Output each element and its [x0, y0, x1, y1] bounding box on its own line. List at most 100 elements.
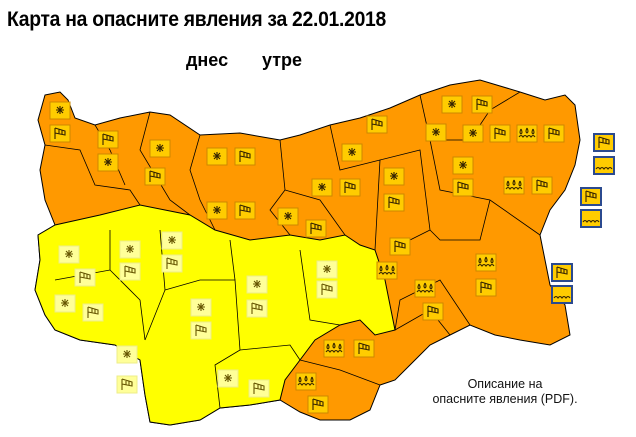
snow-warning-icon[interactable]	[217, 369, 239, 388]
wind-icon	[371, 118, 383, 130]
snow-warning-icon[interactable]	[190, 298, 212, 317]
snow-warning-icon[interactable]	[116, 345, 138, 364]
snow-warning-icon[interactable]	[452, 156, 474, 175]
wind-warning-icon[interactable]	[452, 178, 474, 197]
snow-icon	[390, 172, 398, 180]
rain-waves-warning-icon[interactable]	[503, 176, 525, 195]
snow-warning-icon[interactable]	[97, 153, 119, 172]
snow-warning-icon[interactable]	[206, 147, 228, 166]
wind-warning-icon[interactable]	[144, 167, 166, 186]
snow-warning-icon[interactable]	[383, 167, 405, 186]
tab-today[interactable]: днес	[186, 50, 229, 70]
wind-warning-icon[interactable]	[234, 147, 256, 166]
wind-warning-icon[interactable]	[531, 176, 553, 195]
rain-waves-warning-icon[interactable]	[376, 261, 398, 280]
snow-warning-icon[interactable]	[441, 95, 463, 114]
wind-warning-icon[interactable]	[49, 124, 71, 143]
wind-warning-icon[interactable]	[389, 237, 411, 256]
snow-warning-icon[interactable]	[425, 123, 447, 142]
wind-warning-icon[interactable]	[580, 187, 602, 206]
sea-waves-warning-icon[interactable]	[580, 209, 602, 228]
wind-warning-icon[interactable]	[316, 280, 338, 299]
snow-warning-icon[interactable]	[311, 178, 333, 197]
rain-waves-icon	[505, 179, 523, 190]
wind-warning-icon[interactable]	[471, 95, 493, 114]
wind-warning-icon[interactable]	[543, 124, 565, 143]
rain-waves-icon	[297, 375, 315, 386]
wind-warning-icon[interactable]	[307, 395, 329, 414]
wind-warning-icon[interactable]	[489, 124, 511, 143]
wind-warning-icon[interactable]	[234, 201, 256, 220]
description-line-1: Описание на	[467, 377, 543, 391]
snow-warning-icon[interactable]	[161, 231, 183, 250]
snow-warning-icon[interactable]	[206, 201, 228, 220]
wind-icon	[480, 281, 492, 293]
wind-warning-icon[interactable]	[97, 130, 119, 149]
snow-warning-icon[interactable]	[277, 207, 299, 226]
wind-icon	[321, 283, 333, 295]
rain-waves-icon	[477, 256, 495, 267]
icon-background	[580, 209, 602, 228]
wind-icon	[149, 170, 161, 182]
snow-warning-icon[interactable]	[316, 260, 338, 279]
wind-warning-icon[interactable]	[116, 375, 138, 394]
wind-warning-icon[interactable]	[383, 193, 405, 212]
snow-icon	[224, 374, 232, 382]
snow-icon	[197, 303, 205, 311]
wind-icon	[358, 342, 370, 354]
yellow-warning-area[interactable]	[34, 204, 396, 426]
wind-warning-icon[interactable]	[246, 299, 268, 318]
snow-warning-icon[interactable]	[149, 139, 171, 158]
snow-warning-icon[interactable]	[246, 275, 268, 294]
wind-warning-icon[interactable]	[82, 303, 104, 322]
wind-warning-icon[interactable]	[161, 254, 183, 273]
snow-warning-icon[interactable]	[462, 124, 484, 143]
snow-icon	[104, 158, 112, 166]
wind-warning-icon[interactable]	[119, 262, 141, 281]
wind-warning-icon[interactable]	[74, 268, 96, 287]
wind-warning-icon[interactable]	[190, 321, 212, 340]
wind-icon	[394, 240, 406, 252]
wind-warning-icon[interactable]	[593, 133, 615, 152]
snow-icon	[284, 212, 292, 220]
wind-warning-icon[interactable]	[366, 115, 388, 134]
snow-icon	[123, 350, 131, 358]
wind-icon	[102, 133, 114, 145]
wind-warning-icon[interactable]	[353, 339, 375, 358]
snow-warning-icon[interactable]	[58, 245, 80, 264]
wind-warning-icon[interactable]	[305, 219, 327, 238]
snow-icon	[318, 183, 326, 191]
wind-icon	[556, 266, 568, 278]
wind-warning-icon[interactable]	[422, 302, 444, 321]
wind-icon	[79, 271, 91, 283]
description-line-2: опасните явления (PDF).	[432, 392, 578, 406]
sea-waves-icon	[553, 295, 571, 299]
sea-waves-warning-icon[interactable]	[551, 285, 573, 304]
rain-waves-warning-icon[interactable]	[323, 339, 345, 358]
wind-warning-icon[interactable]	[339, 178, 361, 197]
sea-waves-warning-icon[interactable]	[593, 156, 615, 175]
snow-warning-icon[interactable]	[49, 101, 71, 120]
wind-warning-icon[interactable]	[475, 278, 497, 297]
snow-icon	[156, 144, 164, 152]
snow-icon	[459, 161, 467, 169]
description-pdf-link[interactable]: Описание на опасните явления (PDF).	[405, 377, 605, 407]
wind-icon	[87, 306, 99, 318]
rain-waves-warning-icon[interactable]	[475, 253, 497, 272]
wind-icon	[427, 305, 439, 317]
rain-waves-warning-icon[interactable]	[295, 372, 317, 391]
tab-tomorrow[interactable]: утре	[262, 50, 303, 70]
wind-icon	[344, 181, 356, 193]
wind-icon	[239, 150, 251, 162]
snow-icon	[432, 128, 440, 136]
icon-background	[593, 156, 615, 175]
snow-icon	[65, 250, 73, 258]
wind-icon	[310, 222, 322, 234]
snow-warning-icon[interactable]	[119, 240, 141, 259]
rain-waves-warning-icon[interactable]	[516, 124, 538, 143]
snow-warning-icon[interactable]	[54, 294, 76, 313]
snow-warning-icon[interactable]	[341, 143, 363, 162]
wind-warning-icon[interactable]	[551, 263, 573, 282]
rain-waves-warning-icon[interactable]	[414, 279, 436, 298]
wind-warning-icon[interactable]	[248, 379, 270, 398]
